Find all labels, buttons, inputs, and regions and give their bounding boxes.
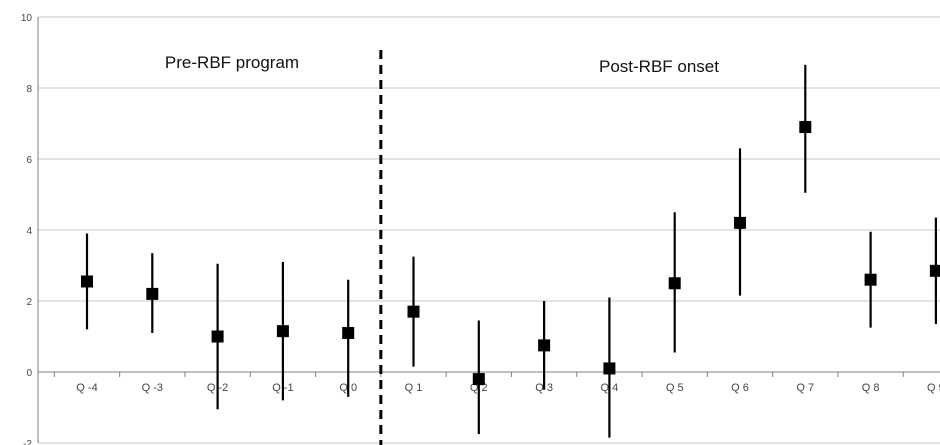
y-tick-label: 0 [26,368,32,379]
data-point-marker [799,121,812,134]
y-tick-label: 8 [26,84,32,95]
gridlines [37,16,940,444]
data-point-marker [407,305,420,318]
y-tick-label: 4 [26,226,32,237]
data-point-marker [342,326,355,339]
data-point-marker [668,277,681,290]
x-tick-label: Q 8 [862,382,880,394]
y-tick-label: 6 [26,155,32,166]
data-point-marker [734,216,746,229]
data-point-marker [211,330,224,343]
point-markers [81,121,940,386]
data-point-marker [146,287,159,300]
y-tick-label: 2 [26,297,32,308]
data-point-marker [864,273,877,286]
x-tick-label: Q 9 [927,382,940,394]
data-point-marker [276,325,289,338]
x-tick-label: Q 5 [666,382,684,394]
x-tick-label: Q -3 [142,382,163,394]
data-point-marker [81,275,93,288]
data-point-marker [538,339,551,352]
x-tick-label: Q 7 [796,382,814,394]
y-tick-label: 10 [21,13,33,24]
data-point-marker [603,362,616,375]
y-axis-ticks: 10 8 6 4 2 0 -2 [21,13,33,445]
data-point-marker [929,264,940,277]
y-tick-label: -2 [23,439,32,445]
x-tick-label: Q 1 [405,382,423,394]
annotation-post-rbf: Post-RBF onset [599,57,719,76]
x-tick-label: Q -4 [76,382,97,394]
annotation-pre-rbf: Pre-RBF program [165,53,299,72]
data-point-marker [472,373,485,386]
x-tick-label: Q 6 [731,382,749,394]
